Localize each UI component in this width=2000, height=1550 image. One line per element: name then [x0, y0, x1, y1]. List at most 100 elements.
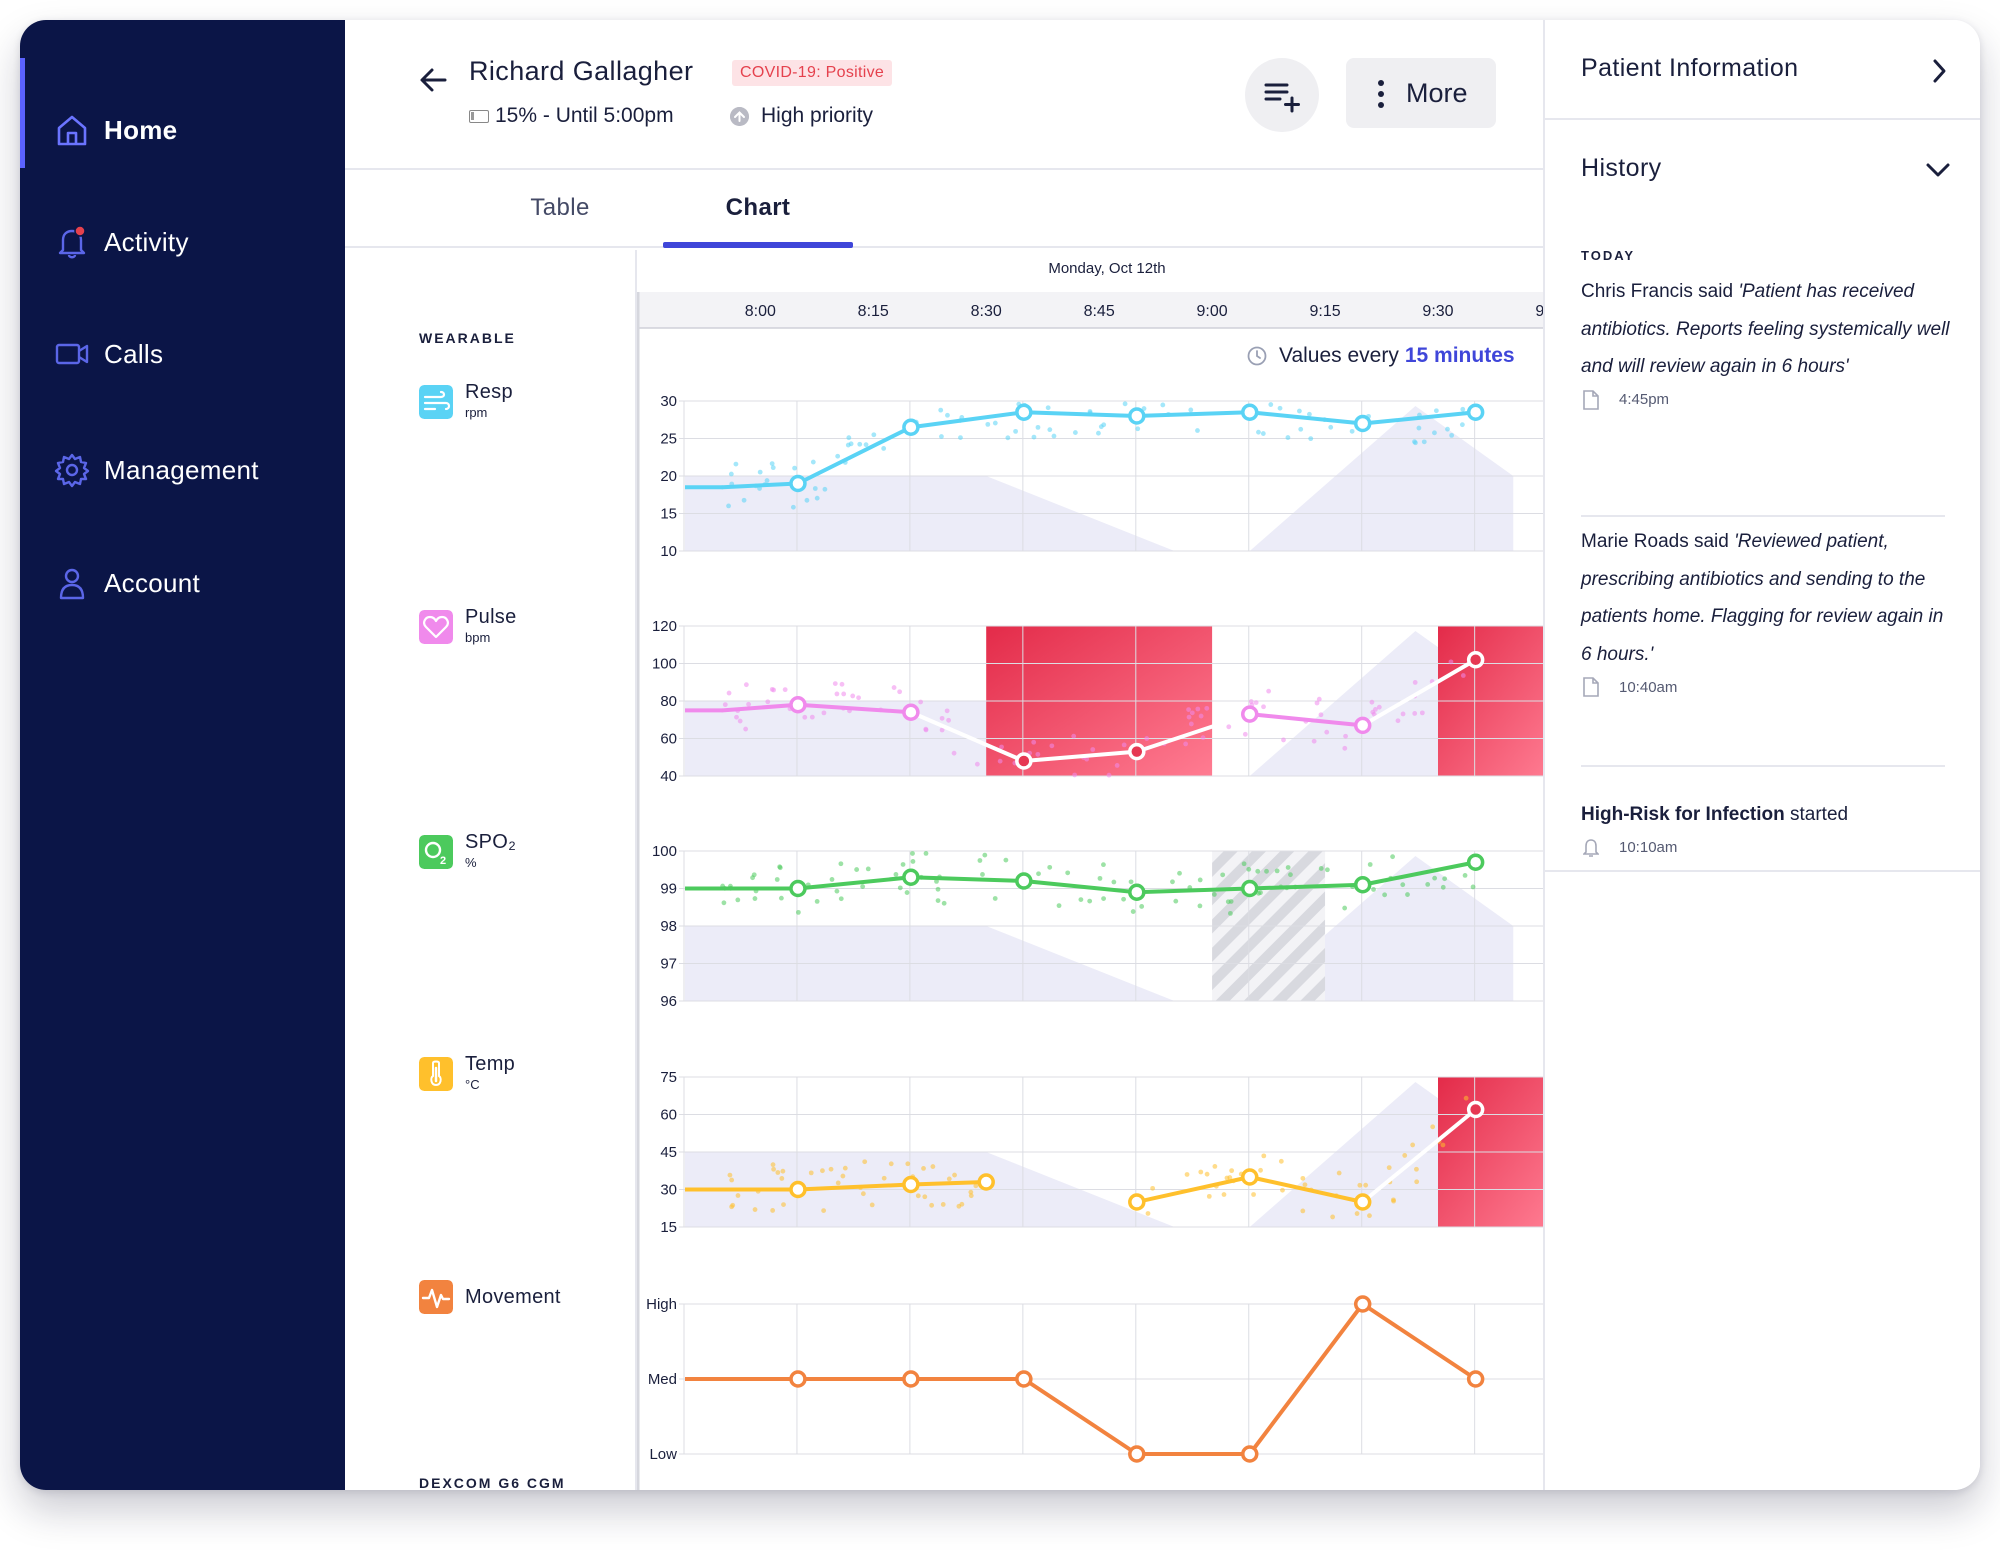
interval-selector[interactable]: Values every 15 minutes [1247, 344, 1515, 368]
reading-dot [1318, 712, 1324, 718]
activity-icon [419, 1280, 453, 1314]
series-segment [1360, 1107, 1478, 1204]
reading-dot [1296, 408, 1302, 414]
chevron-right-icon [1933, 59, 1946, 83]
reading-dot [1462, 873, 1468, 878]
tab-chart[interactable]: Chart [725, 194, 791, 221]
reading-dot [1188, 407, 1194, 413]
series-segment [795, 875, 913, 891]
reading-dot [1144, 736, 1150, 741]
data-point [1466, 403, 1485, 421]
sidebar-item-calls[interactable]: Calls [20, 319, 345, 389]
reading-dot [1183, 741, 1189, 747]
tab-table[interactable]: Table [530, 194, 590, 221]
priority-text: High priority [761, 104, 874, 127]
reading-dot [1342, 745, 1348, 751]
data-point [1353, 716, 1372, 735]
reading-dot [1227, 1175, 1233, 1180]
reading-dot [1047, 427, 1053, 433]
reading-dot [977, 858, 983, 863]
reading-dot [733, 461, 739, 467]
section-cgm: DEXCOM G6 CGM [419, 1475, 566, 1490]
document-icon [1583, 677, 1599, 697]
more-vertical-icon [1378, 80, 1384, 108]
reading-dot [802, 714, 808, 720]
reading-dot [1206, 1193, 1212, 1199]
reading-dot [1036, 871, 1041, 877]
reading-dot [1419, 710, 1425, 716]
data-point [1128, 742, 1146, 761]
reading-dot [1280, 1187, 1285, 1193]
reading-dot [1274, 868, 1280, 874]
series-segment [1360, 657, 1478, 728]
reading-dot [770, 465, 776, 471]
reading-dot [820, 1168, 825, 1174]
user-icon [59, 568, 85, 600]
reading-dot [857, 441, 863, 447]
reading-dot [860, 884, 866, 889]
reading-dot [848, 441, 854, 447]
sidebar-item-home[interactable]: Home [20, 95, 345, 165]
reading-dot [958, 435, 963, 440]
sidebar-item-activity[interactable]: Activity [20, 207, 345, 277]
more-button[interactable]: More [1346, 58, 1496, 128]
data-point [1241, 1445, 1259, 1463]
reading-dot [915, 1193, 921, 1199]
reading-dot [1122, 401, 1128, 407]
reading-dot [938, 407, 944, 413]
reading-dot [1212, 1163, 1218, 1169]
sidebar-item-account[interactable]: Account [20, 548, 345, 618]
covid-status-badge: COVID-19: Positive [732, 60, 893, 86]
reading-dot [1195, 706, 1201, 712]
reading-dot [863, 442, 869, 448]
reading-dot [743, 726, 749, 732]
reading-dot [891, 685, 897, 690]
patient-info-row[interactable]: Patient Information [1545, 20, 1980, 120]
add-note-button[interactable] [1245, 58, 1319, 132]
reading-dot [1189, 710, 1195, 716]
reading-dot [854, 867, 860, 872]
y-tick-label: 10 [660, 543, 677, 560]
reading-dot [1186, 714, 1192, 720]
reading-dot [1298, 426, 1304, 432]
back-arrow-icon[interactable] [415, 60, 455, 100]
history-divider [1581, 765, 1945, 767]
reading-dot [1264, 868, 1269, 874]
reading-dot [842, 1165, 848, 1171]
vital-spo2: 2 SPO₂ % [419, 831, 619, 885]
reading-dot [1130, 909, 1136, 914]
reading-dot [1316, 696, 1322, 702]
reading-dot [1277, 405, 1283, 411]
series-segment [1360, 410, 1478, 426]
reading-dot [1221, 1192, 1227, 1197]
y-tick-label: 60 [660, 1107, 677, 1124]
reading-dot [752, 1207, 758, 1212]
reading-dot [1145, 1211, 1151, 1216]
reading-dot [722, 702, 728, 708]
data-point [1015, 1370, 1033, 1388]
reading-dot [1228, 910, 1233, 916]
chart-date-label: Monday, Oct 12th [1048, 260, 1165, 277]
reading-dot [1173, 898, 1179, 904]
patient-side-panel: Patient Information History TODAY Chris … [1543, 20, 1980, 1490]
reading-dot [1459, 422, 1465, 428]
chevron-down-icon [1926, 163, 1950, 177]
reading-dot [1445, 426, 1450, 432]
reading-dot [727, 1172, 733, 1178]
sidebar-item-label: Activity [104, 227, 189, 257]
vital-name: SPO₂ [465, 831, 517, 853]
reading-dot [923, 726, 929, 732]
sidebar-item-management[interactable]: Management [20, 435, 345, 505]
reading-dot [968, 1193, 974, 1199]
reading-dot [1390, 854, 1395, 860]
data-point [1353, 414, 1372, 433]
reading-dot [1432, 430, 1437, 436]
reading-dot [769, 461, 775, 467]
vital-unit: rpm [465, 405, 488, 420]
history-row[interactable]: History [1545, 120, 1980, 220]
reading-dot [941, 900, 947, 906]
series-segment [795, 1182, 913, 1192]
data-point [789, 474, 807, 493]
sidebar: Home Activity Calls Management [20, 20, 345, 1490]
y-tick-label: 99 [660, 881, 677, 898]
